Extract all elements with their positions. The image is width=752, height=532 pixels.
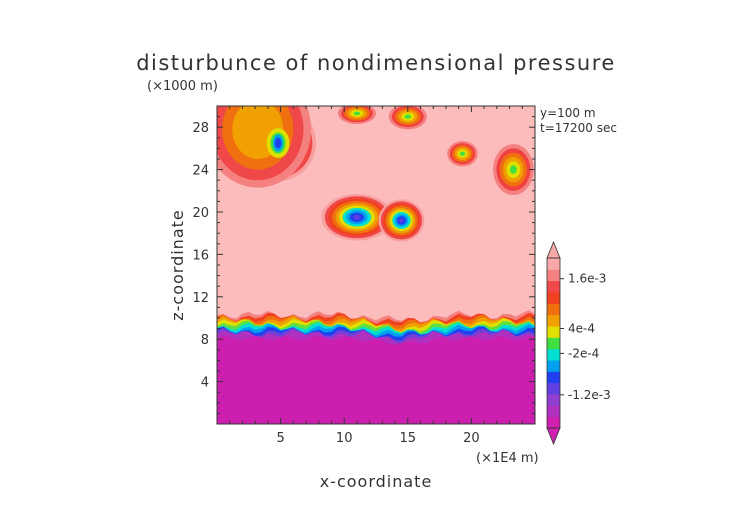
colorbar-segment xyxy=(547,280,560,293)
colorbar-segment xyxy=(547,337,560,350)
x-tick-label: 5 xyxy=(276,431,284,446)
y-tick-label: 12 xyxy=(192,291,209,306)
y-tick-label: 16 xyxy=(192,248,209,263)
colorbar-segment xyxy=(547,258,560,270)
anomaly xyxy=(447,140,478,167)
y-axis-label: z-coordinate xyxy=(168,209,187,321)
colorbar-frame xyxy=(546,257,561,429)
colorbar-segment xyxy=(547,416,560,429)
y-tick-label: 28 xyxy=(192,121,209,136)
anomaly xyxy=(388,106,427,130)
x-axis-label: x-coordinate xyxy=(320,472,433,491)
x-tick-label: 10 xyxy=(336,431,353,446)
anomaly-ring xyxy=(509,165,517,174)
colorbar-segment xyxy=(547,382,560,395)
annotation-t: t=17200 sec xyxy=(540,121,617,135)
colorbar-cap-top xyxy=(546,240,561,259)
annotation-y: y=100 m xyxy=(540,106,596,120)
plot-area xyxy=(217,106,535,424)
x-tick-label: 20 xyxy=(463,431,480,446)
chart-title: disturbunce of nondimensional pressure xyxy=(136,51,616,75)
anomaly-ring xyxy=(353,111,361,116)
colorbar-segment xyxy=(547,326,560,338)
colorbar-label: -2e-4 xyxy=(568,346,599,360)
y-tick-label: 4 xyxy=(201,376,209,391)
y-tick-label: 24 xyxy=(192,164,209,179)
colorbar-segment xyxy=(547,405,560,418)
colorbar-segment xyxy=(547,292,560,304)
colorbar-segment xyxy=(547,360,560,372)
colorbar-segment xyxy=(547,348,560,361)
anomaly-ring xyxy=(353,214,361,220)
colorbar-segment xyxy=(547,371,560,384)
y-tick-label: 20 xyxy=(192,206,209,221)
colorbar-segment xyxy=(547,303,560,316)
colorbar-segment xyxy=(547,394,560,406)
upper-left-core xyxy=(274,137,282,149)
anomaly-ring xyxy=(399,218,404,223)
x-tick-label: 15 xyxy=(400,431,417,446)
colorbar-cap-bottom xyxy=(546,427,561,446)
colorbar-segment xyxy=(547,314,560,327)
axis-ticks: 5 10 15 20 4 8 12 16 20 24 28 xyxy=(192,106,535,446)
y-tick-label: 8 xyxy=(201,333,209,348)
colorbar: 1.6e-3 4e-4 -2e-4 -1.2e-3 xyxy=(546,240,611,446)
anomaly xyxy=(321,193,393,241)
colorbar-label: -1.2e-3 xyxy=(568,388,611,402)
y-unit-label: (×1000 m) xyxy=(147,79,218,94)
anomaly xyxy=(493,144,534,196)
anomaly xyxy=(378,199,425,242)
anomaly-ring xyxy=(459,151,466,156)
anomaly xyxy=(337,106,376,125)
colorbar-segment xyxy=(547,269,560,282)
colorbar-label: 4e-4 xyxy=(568,321,595,335)
x-unit-label: (×1E4 m) xyxy=(476,451,539,466)
anomaly-ring xyxy=(404,114,411,119)
upper-left-region xyxy=(217,106,312,188)
colorbar-label: 1.6e-3 xyxy=(568,272,606,286)
lower-layer-top xyxy=(217,336,535,424)
